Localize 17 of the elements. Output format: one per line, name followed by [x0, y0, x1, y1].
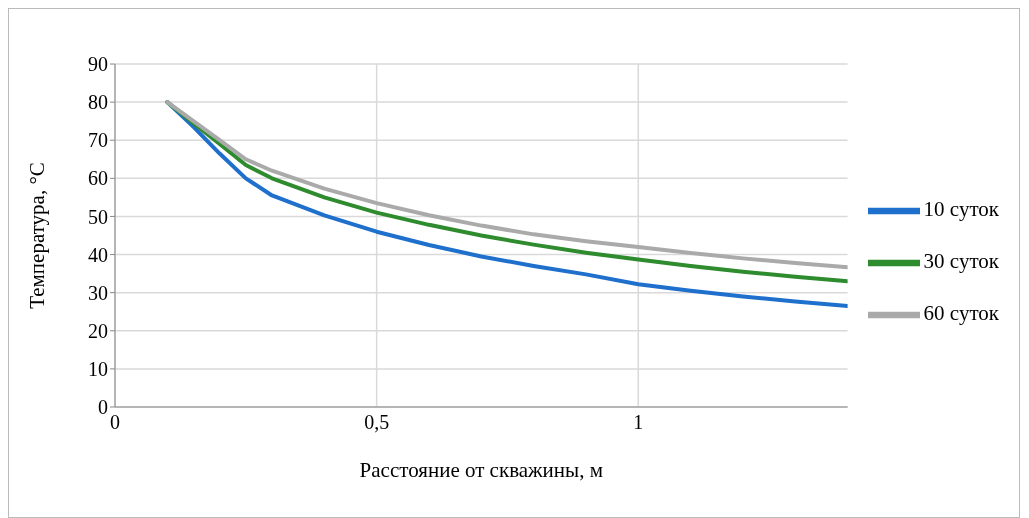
- y-tick-label: 90: [88, 53, 108, 76]
- y-tick-label: 30: [88, 281, 108, 304]
- y-tick-label: 10: [88, 357, 108, 380]
- x-axis-title: Расстояние от скважины, м: [359, 458, 603, 482]
- y-tick-label: 40: [88, 243, 108, 266]
- legend-label: 10 суток: [923, 196, 999, 221]
- x-tick-label: 1: [633, 411, 644, 434]
- y-tick-label: 80: [88, 91, 108, 114]
- y-tick-label: 0: [98, 396, 108, 419]
- legend-label: 60 суток: [923, 300, 999, 325]
- y-tick-label: 20: [88, 319, 108, 342]
- x-tick-label: 0,5: [364, 411, 390, 434]
- y-axis-title: Температура, °С: [25, 162, 50, 309]
- legend-label: 30 суток: [923, 248, 999, 273]
- y-tick-label: 70: [88, 129, 108, 152]
- y-tick-label: 50: [88, 205, 108, 228]
- y-tick-label: 60: [88, 167, 108, 190]
